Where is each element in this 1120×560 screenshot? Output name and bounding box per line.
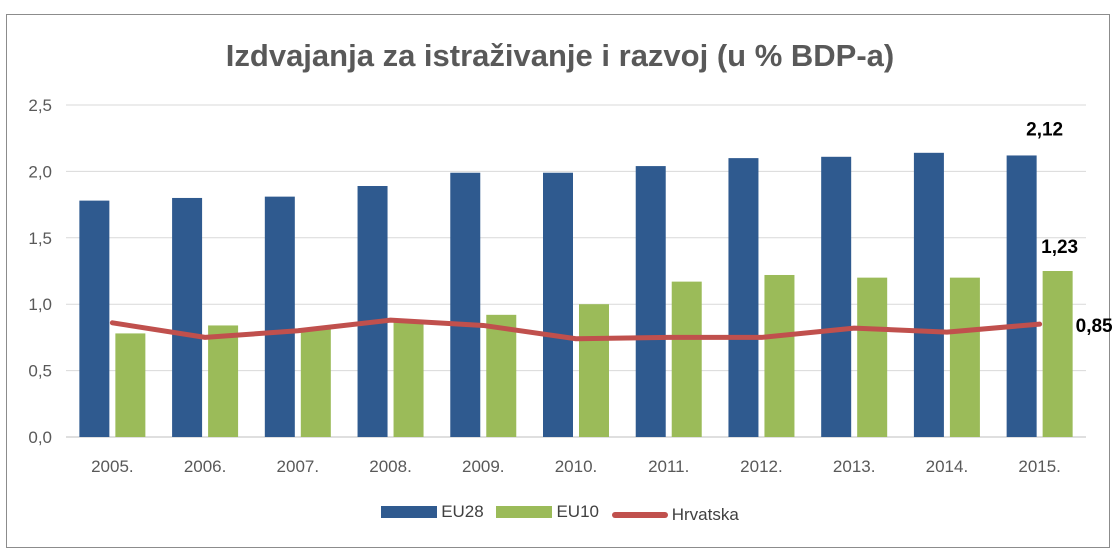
bar-eu10 (579, 304, 609, 437)
bar-eu10 (393, 320, 424, 437)
bar-eu10 (671, 281, 702, 437)
x-tick-label: 2013. (833, 457, 876, 476)
y-tick-label: 1,0 (28, 295, 52, 314)
bar-eu10 (949, 277, 980, 437)
bar-eu28 (264, 196, 295, 437)
legend-swatch-eu10 (496, 506, 553, 518)
y-tick-label: 0,5 (28, 362, 52, 381)
x-tick-label: 2015. (1018, 457, 1061, 476)
bar-eu28 (450, 172, 481, 437)
x-tick-label: 2008. (369, 457, 412, 476)
line-series (109, 317, 1043, 342)
bar-eu10 (115, 333, 146, 437)
y-tick-label: 1,5 (28, 229, 52, 248)
bar-eu10 (1042, 271, 1073, 437)
bar-eu28 (913, 152, 944, 438)
bar-eu28 (821, 156, 852, 438)
legend-item-eu10: EU10 (496, 502, 599, 522)
bar-eu28 (172, 197, 203, 437)
legend-label-eu28: EU28 (441, 502, 484, 521)
bar-eu10 (486, 314, 517, 437)
bar-eu10 (857, 277, 888, 437)
x-tick-label: 2012. (740, 457, 783, 476)
legend: EU28 EU10 Hrvatska (0, 502, 1120, 525)
x-tick-label: 2005. (91, 457, 134, 476)
data-label: 2,12 (1026, 119, 1063, 140)
y-tick-label: 0,0 (28, 428, 52, 447)
x-tick-label: 2014. (926, 457, 969, 476)
legend-swatch-eu28 (381, 506, 438, 518)
bars (79, 152, 1073, 438)
x-tick-label: 2010. (555, 457, 598, 476)
x-tick-label: 2011. (648, 457, 689, 476)
x-tick-label: 2007. (277, 457, 320, 476)
legend-label-hrvatska: Hrvatska (671, 505, 739, 524)
bar-eu28 (1006, 155, 1037, 438)
legend-swatch-hrvatska (611, 512, 668, 518)
bar-eu28 (357, 186, 388, 437)
bar-eu28 (635, 166, 666, 437)
bar-eu28 (543, 172, 573, 437)
bar-eu28 (79, 200, 110, 437)
x-tick-label: 2006. (184, 457, 227, 476)
y-axis-ticks: 0,0 0,5 1,0 1,5 2,0 2,5 (28, 96, 52, 447)
bar-eu10 (300, 329, 331, 437)
legend-label-eu10: EU10 (556, 502, 599, 521)
x-tick-label: 2009. (462, 457, 505, 476)
bar-eu10 (764, 274, 795, 437)
y-tick-label: 2,5 (28, 96, 52, 115)
data-label: 0,85 (1076, 316, 1113, 337)
legend-item-hrvatska: Hrvatska (611, 505, 739, 525)
data-label: 1,23 (1041, 237, 1078, 258)
chart-title: Izdvajanja za istraživanje i razvoj (u %… (226, 38, 894, 73)
y-tick-label: 2,0 (28, 162, 52, 181)
x-axis-ticks: 2005. 2006. 2007. 2008. 2009. 2010. 2011. 2012.… (91, 457, 1061, 476)
bar-eu28 (728, 158, 759, 437)
bar-eu10 (208, 325, 239, 437)
data-annotations: 2,12 1,23 0,85 (1026, 119, 1113, 337)
legend-item-eu28: EU28 (381, 502, 484, 522)
line-hrvatska (109, 317, 1043, 342)
